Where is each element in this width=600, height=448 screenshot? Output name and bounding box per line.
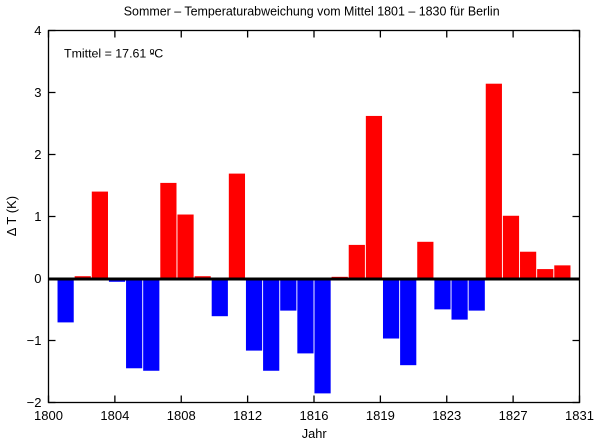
svg-text:1: 1 bbox=[34, 209, 41, 224]
svg-text:Sommer – Temperaturabweichung: Sommer – Temperaturabweichung vom Mittel… bbox=[124, 5, 500, 19]
svg-text:−2: −2 bbox=[27, 395, 42, 410]
svg-text:4: 4 bbox=[34, 23, 41, 38]
svg-text:Δ T (K): Δ T (K) bbox=[4, 196, 19, 236]
svg-text:1804: 1804 bbox=[100, 408, 129, 423]
svg-text:1819: 1819 bbox=[366, 408, 395, 423]
svg-text:2: 2 bbox=[34, 147, 41, 162]
svg-text:Jahr: Jahr bbox=[302, 426, 328, 441]
svg-text:−1: −1 bbox=[27, 333, 42, 348]
svg-text:1831: 1831 bbox=[565, 408, 594, 423]
svg-text:Tmittel = 17.61 ºC: Tmittel = 17.61 ºC bbox=[64, 47, 163, 61]
svg-text:1812: 1812 bbox=[233, 408, 262, 423]
svg-text:0: 0 bbox=[34, 271, 41, 286]
svg-text:1800: 1800 bbox=[34, 408, 63, 423]
svg-text:3: 3 bbox=[34, 85, 41, 100]
svg-text:1808: 1808 bbox=[167, 408, 196, 423]
svg-text:1827: 1827 bbox=[499, 408, 528, 423]
svg-text:1823: 1823 bbox=[432, 408, 461, 423]
svg-text:1816: 1816 bbox=[300, 408, 329, 423]
